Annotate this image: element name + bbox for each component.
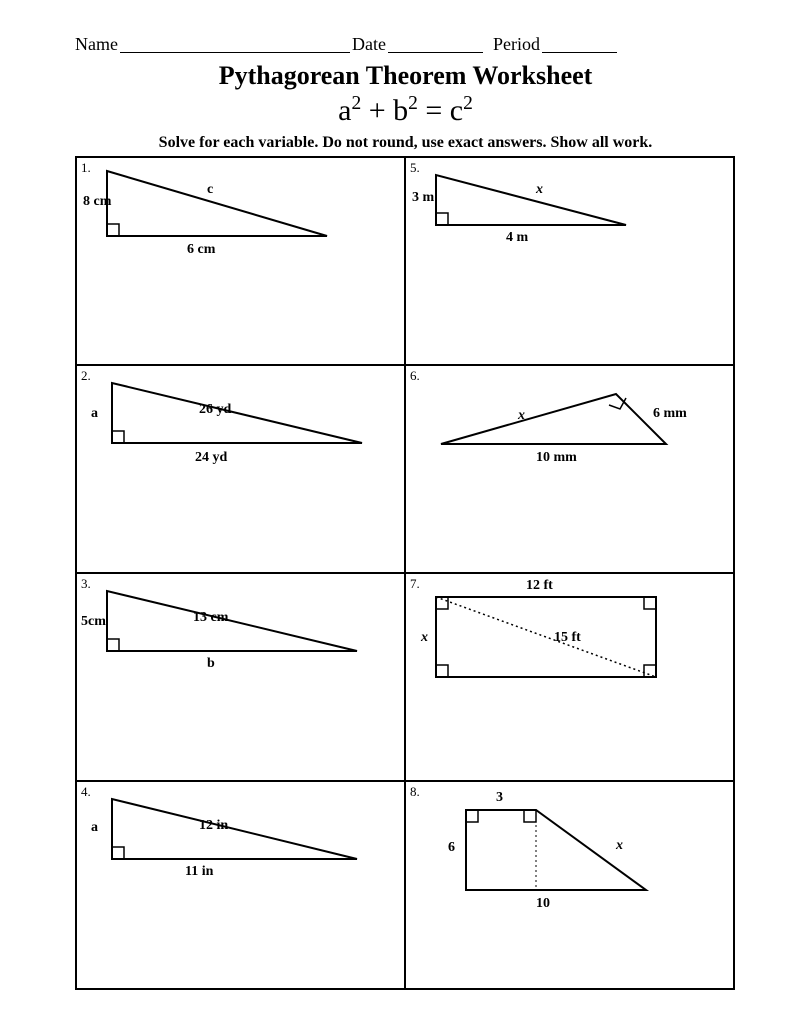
problem-number: 5. bbox=[410, 160, 420, 176]
problem-4: 4. a 12 in 11 in bbox=[76, 781, 405, 989]
label-a: 6 mm bbox=[653, 406, 687, 422]
label-hyp: x bbox=[536, 182, 543, 198]
label-b: 11 in bbox=[185, 864, 213, 880]
triangle-2 bbox=[102, 378, 362, 463]
label-left: 6 bbox=[448, 840, 455, 856]
label-b: 4 m bbox=[506, 230, 528, 246]
worksheet-page: Name Date Period Pythagorean Theorem Wor… bbox=[0, 0, 791, 1020]
label-a: 5cm bbox=[81, 614, 106, 630]
label-hyp: 13 cm bbox=[193, 610, 228, 626]
label-hyp: x bbox=[518, 408, 525, 424]
problem-number: 4. bbox=[81, 784, 91, 800]
label-b: b bbox=[207, 656, 215, 672]
name-blank[interactable] bbox=[120, 33, 350, 53]
problem-8: 8. 3 6 x 10 bbox=[405, 781, 734, 989]
label-a: 8 cm bbox=[83, 194, 111, 210]
label-b: 6 cm bbox=[187, 242, 215, 258]
problem-3: 3. 5cm 13 cm b bbox=[76, 573, 405, 781]
problem-number: 8. bbox=[410, 784, 420, 800]
triangle-6 bbox=[436, 384, 676, 459]
problem-number: 1. bbox=[81, 160, 91, 176]
label-top: 3 bbox=[496, 790, 503, 806]
problem-number: 3. bbox=[81, 576, 91, 592]
problem-grid: 1. 8 cm c 6 cm 5. 3 m x 4 m bbox=[75, 156, 735, 990]
period-blank[interactable] bbox=[542, 33, 617, 53]
problem-6: 6. x 6 mm 10 mm bbox=[405, 365, 734, 573]
label-a: 3 m bbox=[412, 190, 434, 206]
label-left: x bbox=[421, 630, 428, 646]
problem-7: 7. 12 ft 15 ft x bbox=[405, 573, 734, 781]
triangle-4 bbox=[102, 794, 357, 879]
problem-number: 6. bbox=[410, 368, 420, 384]
label-a: a bbox=[91, 820, 98, 836]
label-bottom: 10 bbox=[536, 896, 550, 912]
problem-number: 7. bbox=[410, 576, 420, 592]
label-b: 10 mm bbox=[536, 450, 577, 466]
instructions: Solve for each variable. Do not round, u… bbox=[75, 134, 736, 152]
student-info-line: Name Date Period bbox=[75, 30, 736, 55]
period-label: Period bbox=[493, 34, 540, 55]
label-hyp: x bbox=[616, 838, 623, 854]
formula: a2 + b2 = c2 bbox=[75, 93, 736, 128]
problem-2: 2. a 26 yd 24 yd bbox=[76, 365, 405, 573]
date-label: Date bbox=[352, 34, 386, 55]
label-a: a bbox=[91, 406, 98, 422]
problem-number: 2. bbox=[81, 368, 91, 384]
worksheet-title: Pythagorean Theorem Worksheet bbox=[75, 61, 736, 91]
rectangle-7 bbox=[431, 592, 661, 682]
triangle-3 bbox=[97, 586, 357, 671]
name-label: Name bbox=[75, 34, 118, 55]
date-blank[interactable] bbox=[388, 33, 483, 53]
label-hyp: 12 in bbox=[199, 818, 228, 834]
label-diag: 15 ft bbox=[554, 630, 581, 646]
problem-1: 1. 8 cm c 6 cm bbox=[76, 157, 405, 365]
label-b: 24 yd bbox=[195, 450, 227, 466]
problem-5: 5. 3 m x 4 m bbox=[405, 157, 734, 365]
label-hyp: c bbox=[207, 182, 213, 198]
label-hyp: 26 yd bbox=[199, 402, 231, 418]
label-top: 12 ft bbox=[526, 578, 553, 594]
trapezoid-8 bbox=[456, 800, 656, 900]
